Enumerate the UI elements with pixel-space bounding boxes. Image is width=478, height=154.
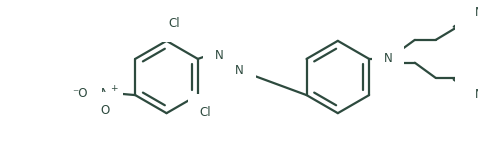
Text: N: N: [100, 87, 109, 100]
Text: N: N: [475, 88, 478, 101]
Text: N: N: [384, 52, 392, 65]
Text: N: N: [215, 49, 223, 62]
Text: N: N: [235, 64, 244, 77]
Text: Cl: Cl: [200, 106, 211, 119]
Text: +: +: [110, 84, 118, 93]
Text: O: O: [100, 104, 109, 117]
Text: N: N: [475, 6, 478, 19]
Text: Cl: Cl: [168, 17, 180, 30]
Text: ⁻O: ⁻O: [72, 87, 88, 100]
